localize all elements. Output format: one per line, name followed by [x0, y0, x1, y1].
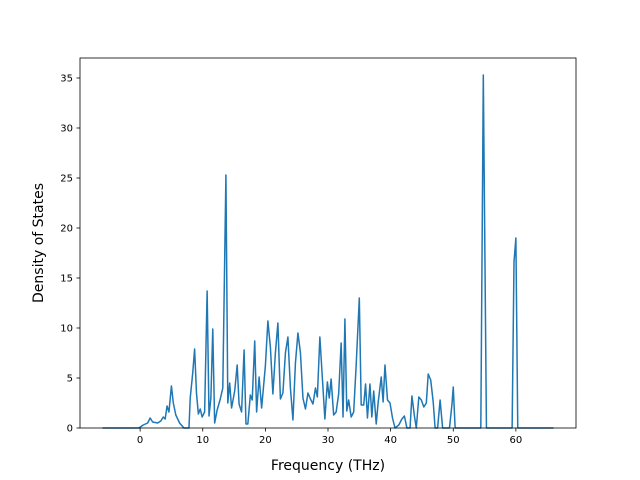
x-tick-label: 0	[137, 435, 143, 446]
x-tick-label: 40	[384, 435, 397, 446]
y-tick-label: 20	[60, 224, 73, 235]
x-tick-label: 60	[510, 435, 523, 446]
x-tick-label: 30	[322, 435, 335, 446]
plot-background	[80, 58, 576, 428]
y-tick-label: 5	[67, 374, 73, 385]
y-axis-label: Density of States	[31, 183, 47, 303]
y-tick-label: 0	[67, 424, 73, 435]
y-tick-label: 35	[60, 74, 73, 85]
x-tick-label: 50	[447, 435, 460, 446]
y-axis: 0 5 10 15 20 25 30 35	[60, 74, 80, 435]
x-axis: 0 10 20 30 40 50 60	[137, 428, 522, 446]
x-axis-label: Frequency (THz)	[271, 458, 385, 474]
y-tick-label: 30	[60, 124, 73, 135]
y-tick-label: 25	[60, 174, 73, 185]
y-tick-label: 10	[60, 324, 73, 335]
series-line-0	[102, 74, 554, 429]
series-layer	[102, 74, 554, 429]
x-tick-label: 20	[259, 435, 272, 446]
y-tick-label: 15	[60, 274, 73, 285]
x-tick-label: 10	[196, 435, 209, 446]
